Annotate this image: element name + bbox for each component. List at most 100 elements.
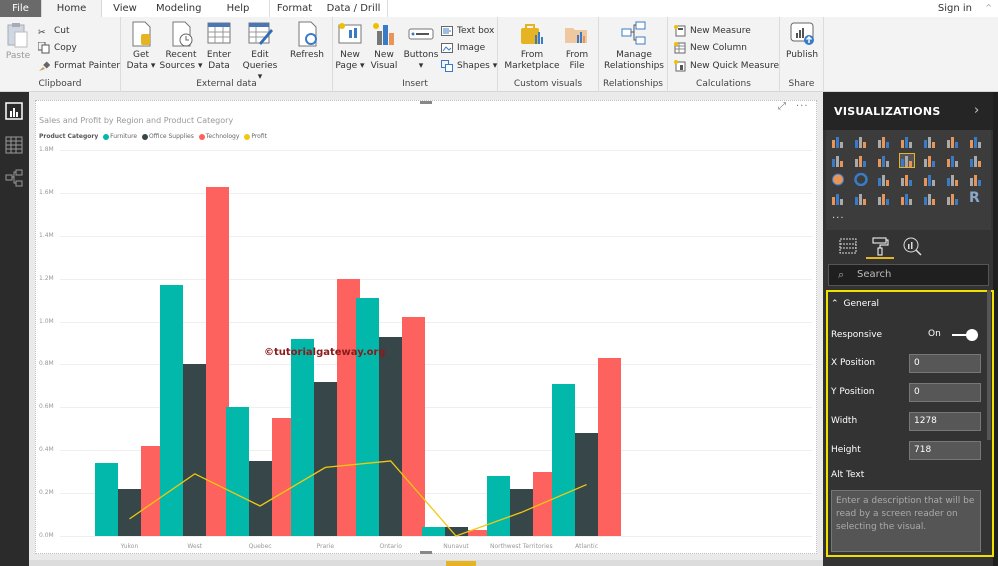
alt-text-input[interactable]: Enter a description that will be read by… bbox=[831, 490, 981, 552]
donut-visual-icon[interactable] bbox=[854, 172, 868, 187]
bar-technology[interactable] bbox=[598, 358, 622, 536]
from-marketplace-button[interactable]: From Marketplace bbox=[504, 21, 560, 72]
bar-office-supplies[interactable] bbox=[509, 488, 533, 536]
area-visual-icon[interactable] bbox=[831, 154, 845, 167]
map-visual-icon[interactable] bbox=[900, 173, 914, 186]
general-section-header[interactable]: ⌃ General bbox=[831, 299, 879, 309]
new-page-button[interactable]: New Page ▾ bbox=[335, 21, 365, 72]
tab-data-drill[interactable]: Data / Drill bbox=[320, 0, 388, 17]
height-input[interactable]: 718 bbox=[909, 441, 981, 460]
bar-furniture[interactable] bbox=[160, 285, 184, 536]
chevron-right-icon[interactable]: › bbox=[974, 103, 980, 118]
tab-modeling[interactable]: Modeling bbox=[156, 3, 202, 14]
ribbon-visual-icon[interactable] bbox=[923, 154, 937, 167]
stacked-area-visual-icon[interactable] bbox=[854, 154, 868, 167]
bar-furniture[interactable] bbox=[290, 338, 314, 536]
x-position-input[interactable]: 0 bbox=[909, 354, 981, 373]
waterfall-visual-icon[interactable] bbox=[946, 154, 960, 167]
paste-button[interactable]: Paste bbox=[4, 21, 32, 62]
image-button[interactable]: Image bbox=[441, 40, 485, 56]
tab-file[interactable]: File bbox=[0, 0, 41, 17]
shapes-button[interactable]: Shapes ▾ bbox=[441, 58, 497, 74]
resize-handle-bottom[interactable] bbox=[420, 551, 432, 554]
stacked-bar-visual-icon[interactable] bbox=[831, 135, 845, 148]
stacked-column-visual-icon[interactable] bbox=[854, 135, 868, 148]
format-search-input[interactable]: ⌕ Search bbox=[828, 264, 989, 286]
card-visual-icon[interactable] bbox=[831, 192, 845, 205]
bar-office-supplies[interactable] bbox=[183, 364, 207, 536]
from-file-button[interactable]: From File bbox=[562, 21, 592, 72]
analytics-tab-icon[interactable] bbox=[902, 236, 922, 256]
get-data-button[interactable]: Get Data ▾ bbox=[125, 21, 157, 72]
gauge-visual-icon[interactable] bbox=[969, 173, 983, 186]
bar-office-supplies[interactable] bbox=[575, 433, 599, 536]
bar-technology[interactable] bbox=[402, 317, 426, 536]
bar-furniture[interactable] bbox=[225, 407, 249, 536]
pie-visual-icon[interactable] bbox=[831, 173, 845, 186]
bar-office-supplies[interactable] bbox=[313, 381, 337, 536]
copy-button[interactable]: Copy bbox=[37, 40, 77, 56]
matrix-visual-icon[interactable] bbox=[946, 192, 960, 205]
bar-furniture[interactable] bbox=[486, 475, 510, 536]
line-stacked-column-visual-icon[interactable] bbox=[877, 154, 891, 167]
kpi-visual-icon[interactable] bbox=[877, 192, 891, 205]
new-column-button[interactable]: New Column bbox=[674, 40, 747, 56]
filled-map-visual-icon[interactable] bbox=[923, 173, 937, 186]
bar-furniture[interactable] bbox=[552, 383, 576, 536]
collapse-ribbon-icon[interactable]: ^ bbox=[985, 3, 992, 12]
legend-item-technology[interactable]: Technology bbox=[198, 133, 239, 140]
manage-relationships-button[interactable]: Manage Relationships bbox=[601, 21, 667, 72]
tab-help[interactable]: Help bbox=[226, 3, 250, 14]
buttons-button[interactable]: Buttons ▾ bbox=[403, 21, 439, 72]
width-input[interactable]: 1278 bbox=[909, 412, 981, 431]
text-box-button[interactable]: Text box bbox=[441, 23, 494, 39]
funnel-visual-icon[interactable] bbox=[946, 173, 960, 186]
r-visual-visual-icon[interactable]: R bbox=[969, 190, 980, 206]
report-view-icon[interactable] bbox=[5, 102, 23, 120]
bar-office-supplies[interactable] bbox=[248, 460, 272, 536]
clustered-bar-visual-icon[interactable] bbox=[877, 135, 891, 148]
new-quick-measure-button[interactable]: New Quick Measure bbox=[674, 58, 779, 74]
publish-button[interactable]: Publish bbox=[784, 21, 820, 61]
refresh-button[interactable]: Refresh bbox=[289, 21, 325, 61]
bar-furniture[interactable] bbox=[356, 298, 380, 536]
line-clustered-column-visual-icon[interactable] bbox=[899, 153, 915, 168]
line-visual-icon[interactable] bbox=[969, 135, 983, 148]
new-visual-button[interactable]: New Visual bbox=[369, 21, 399, 72]
bar-technology[interactable] bbox=[206, 186, 230, 536]
bar-furniture[interactable] bbox=[421, 527, 445, 536]
tab-view[interactable]: View bbox=[113, 3, 137, 14]
new-measure-button[interactable]: New Measure bbox=[674, 23, 751, 39]
active-page-tab[interactable] bbox=[446, 561, 476, 566]
legend-item-office-supplies[interactable]: Office Supplies bbox=[142, 133, 194, 140]
bar-office-supplies[interactable] bbox=[118, 488, 141, 536]
tab-format[interactable]: Format bbox=[269, 0, 319, 17]
format-painter-button[interactable]: Format Painter bbox=[38, 58, 120, 74]
clustered-column-visual-icon[interactable] bbox=[900, 135, 914, 148]
model-view-icon[interactable] bbox=[5, 169, 23, 187]
data-view-icon[interactable] bbox=[5, 136, 23, 154]
recent-sources-button[interactable]: Recent Sources ▾ bbox=[159, 21, 203, 72]
sign-in-link[interactable]: Sign in bbox=[937, 3, 972, 14]
y-position-input[interactable]: 0 bbox=[909, 383, 981, 402]
pane-scrollbar[interactable] bbox=[987, 290, 991, 440]
bar-office-supplies[interactable] bbox=[444, 527, 468, 536]
enter-data-button[interactable]: Enter Data bbox=[205, 21, 233, 72]
slicer-visual-icon[interactable] bbox=[900, 192, 914, 205]
legend-item-furniture[interactable]: Furniture bbox=[103, 133, 137, 140]
tab-home[interactable]: Home bbox=[41, 0, 102, 17]
responsive-toggle[interactable] bbox=[952, 329, 978, 341]
edit-queries-button[interactable]: Edit Queries ▾ bbox=[241, 21, 279, 83]
bar-office-supplies[interactable] bbox=[379, 336, 403, 536]
table-visual-icon[interactable] bbox=[923, 192, 937, 205]
bar-furniture[interactable] bbox=[95, 463, 118, 536]
legend-item-profit[interactable]: Profit bbox=[244, 133, 267, 140]
more-options-icon[interactable]: ··· bbox=[796, 101, 809, 112]
100-column-visual-icon[interactable] bbox=[946, 135, 960, 148]
cut-button[interactable]: ✂ Cut bbox=[38, 23, 70, 39]
focus-mode-icon[interactable]: ⤢ bbox=[778, 101, 786, 112]
format-tab-icon[interactable] bbox=[870, 236, 890, 256]
fields-tab-icon[interactable] bbox=[838, 236, 858, 256]
100-bar-visual-icon[interactable] bbox=[923, 135, 937, 148]
more-visuals-icon[interactable]: ··· bbox=[832, 213, 845, 224]
